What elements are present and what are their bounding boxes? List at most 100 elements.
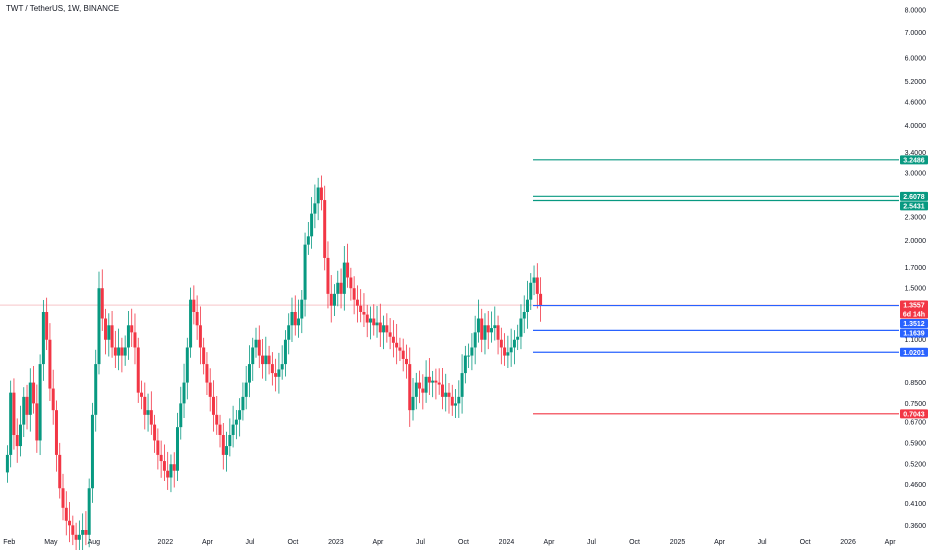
- badge-value: 1.1639: [903, 331, 925, 338]
- candle: [355, 285, 359, 323]
- candle-body: [211, 396, 215, 415]
- y-tick-label: 0.5900: [905, 441, 927, 448]
- candle-body: [100, 288, 104, 319]
- candle: [61, 473, 65, 521]
- candle: [401, 338, 405, 372]
- candle: [460, 354, 464, 414]
- candle-body: [166, 470, 170, 478]
- candle: [499, 327, 503, 365]
- candle: [15, 418, 19, 463]
- candle: [323, 185, 327, 271]
- x-tick-label: Jul: [416, 539, 425, 546]
- x-tick-label: 2025: [670, 539, 686, 546]
- candle-body: [329, 293, 333, 306]
- candle: [372, 304, 376, 336]
- candle-body: [140, 392, 144, 397]
- candle-body: [146, 410, 150, 415]
- candle-body: [287, 325, 291, 340]
- candle-body: [473, 332, 477, 348]
- x-tick-label: 2022: [158, 539, 174, 546]
- x-tick-label: Apr: [885, 539, 897, 546]
- candle-body: [349, 277, 353, 289]
- candle: [444, 373, 448, 412]
- candle: [277, 352, 281, 394]
- candle-body: [149, 410, 153, 425]
- candle-body: [12, 392, 16, 436]
- candle-body: [202, 347, 206, 365]
- candle: [290, 297, 294, 343]
- candle: [41, 299, 45, 381]
- level-price-badge[interactable]: 1.0201: [900, 347, 928, 357]
- candle-body: [391, 336, 395, 343]
- candle-body: [225, 446, 229, 455]
- candle-body: [526, 299, 530, 312]
- candle: [336, 270, 340, 307]
- candle-body: [45, 311, 49, 340]
- candle: [218, 414, 222, 448]
- x-tick-label: Oct: [458, 539, 469, 546]
- x-tick-label: Oct: [287, 539, 298, 546]
- level-price-badge[interactable]: 1.3512: [900, 319, 928, 329]
- x-tick-label: 2023: [328, 539, 344, 546]
- candle-body: [368, 318, 372, 323]
- chart-title: TWT / TetherUS, 1W, BINANCE: [6, 4, 120, 13]
- candle: [159, 440, 163, 478]
- candle-body: [480, 318, 484, 340]
- x-tick-label: Oct: [800, 539, 811, 546]
- candle-body: [244, 382, 248, 397]
- candle: [77, 520, 81, 550]
- badge-background: [900, 347, 928, 357]
- level-price-badge[interactable]: 2.6078: [900, 191, 928, 201]
- candle: [421, 374, 425, 410]
- y-tick-label: 0.4100: [905, 501, 927, 508]
- candle: [68, 501, 72, 543]
- candle: [110, 310, 114, 358]
- candle-body: [414, 382, 418, 397]
- candle: [457, 380, 461, 418]
- candle: [202, 337, 206, 375]
- candle: [149, 391, 153, 435]
- candle: [293, 295, 297, 336]
- candle-body: [156, 440, 160, 455]
- candle: [136, 337, 140, 403]
- badge-background: [900, 155, 928, 165]
- candle-body: [529, 282, 533, 300]
- candle: [316, 177, 320, 221]
- candle-body: [264, 355, 268, 365]
- candle-body: [483, 325, 487, 340]
- candle: [234, 409, 238, 440]
- candle-body: [444, 392, 448, 397]
- candle-body: [159, 454, 163, 462]
- candle: [319, 175, 323, 211]
- candle-body: [25, 396, 29, 415]
- level-price-badge[interactable]: 1.1639: [900, 328, 928, 338]
- candle-body: [355, 299, 359, 306]
- candle-body: [277, 369, 281, 377]
- candle: [391, 320, 395, 358]
- candle-body: [297, 318, 301, 326]
- candle: [539, 277, 543, 322]
- candle: [310, 197, 314, 249]
- bar-countdown: 6d 14h: [903, 312, 925, 319]
- candle-body: [486, 325, 490, 333]
- candle-body: [408, 364, 412, 411]
- candle-body: [41, 311, 45, 365]
- candle-body: [434, 380, 438, 383]
- candle-body: [437, 382, 441, 385]
- candle: [179, 386, 183, 440]
- last-price-badge[interactable]: 1.3557 6d 14h: [900, 300, 928, 319]
- candle-body: [398, 347, 402, 351]
- candle-body: [303, 244, 307, 300]
- price-axis[interactable]: [899, 0, 932, 550]
- level-price-badge[interactable]: 0.7043: [900, 409, 928, 419]
- level-price-badge[interactable]: 2.5431: [900, 201, 928, 211]
- candle: [287, 313, 291, 355]
- candle: [382, 315, 386, 350]
- candle: [175, 412, 179, 482]
- candle-body: [470, 347, 474, 356]
- level-price-badge[interactable]: 3.2486: [900, 155, 928, 165]
- candle-body: [257, 339, 261, 356]
- candle: [35, 384, 39, 453]
- y-tick-label: 7.0000: [905, 30, 927, 37]
